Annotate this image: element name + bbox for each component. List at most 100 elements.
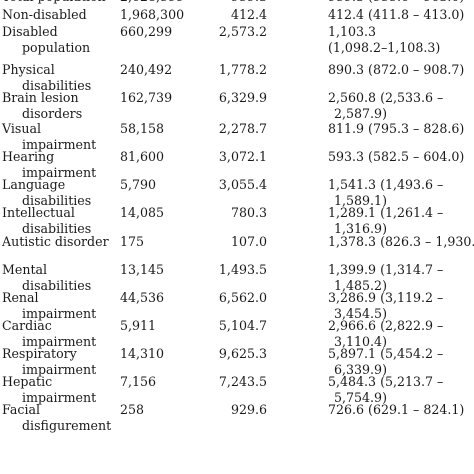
table-row: Physical disabilities 240,492 1,778.2 890.3 … — [0, 62, 474, 93]
group-label: impairment — [22, 361, 97, 377]
standardized-rate-text: 1,541.3 (1,493.6 – — [328, 177, 444, 192]
group-label: Cardiac — [2, 318, 52, 333]
standardized-rate-cell: 2,966.6 (2,822.9 –3,110.4) — [328, 318, 443, 349]
standardized-rate-cell: 412.4 (411.8 – 413.0) — [328, 7, 464, 23]
standardized-rate-text: 5,897.1 (5,454.2 – — [328, 346, 444, 361]
group-label: Respiratory — [2, 346, 77, 361]
group-label: disorders — [22, 105, 83, 121]
crude-rate-cell: 3,072.1 — [218, 149, 267, 164]
group-label: Facial — [2, 402, 41, 417]
standardized-rate-cell: 593.3 (582.5 – 604.0) — [328, 149, 464, 165]
standardized-rate-text: 2,587.9) — [334, 105, 387, 121]
standardized-rate-text: 1,589.1) — [334, 192, 387, 208]
table-row: Intellectual disabilities 14,085 780.3 1,289… — [0, 205, 474, 236]
group-label: disabilities — [22, 220, 92, 236]
group-cell: Brain lesion disorders — [2, 90, 120, 121]
group-label: Intellectual — [2, 205, 75, 220]
count-cell: 14,310 — [120, 346, 165, 361]
crude-rate-cell: 6,329.9 — [218, 90, 267, 105]
count-cell: 44,536 — [120, 290, 165, 305]
group-label: impairment — [22, 305, 97, 321]
table-row: Language disabilities 5,790 3,055.4 1,541.3 … — [0, 177, 474, 208]
count-cell: 240,492 — [120, 62, 173, 77]
standardized-rate-text: 1,399.9 (1,314.7 – — [328, 262, 444, 277]
count-cell: 7,156 — [120, 374, 157, 389]
standardized-rate-text: (1,098.2–1,108.3) — [328, 39, 441, 55]
count-cell: 81,600 — [120, 149, 165, 164]
standardized-rate-cell: 1,541.3 (1,493.6 –1,589.1) — [328, 177, 443, 208]
group-label: Total population — [2, 0, 120, 5]
standardized-rate-text: 5,484.3 (5,213.7 – — [328, 374, 444, 389]
group-label: impairment — [22, 164, 97, 180]
table-row: Hepatic impairment 7,156 7,243.5 5,484.3 (5,… — [0, 374, 474, 405]
standardized-rate-cell: 3,286.9 (3,119.2 –3,454.5) — [328, 290, 443, 321]
group-cell: Mental disabilities — [2, 262, 120, 293]
group-label: Autistic disorder — [2, 234, 109, 249]
crude-rate-cell: 9,625.3 — [218, 346, 267, 361]
group-cell: Hearing impairment — [2, 149, 120, 180]
group-cell: Renal impairment — [2, 290, 120, 321]
group-cell: Visual impairment — [2, 121, 120, 152]
group-label: Non-disabled — [2, 7, 87, 22]
count-cell: 175 — [120, 234, 145, 249]
group-label: Mental — [2, 262, 48, 277]
standardized-rate-cell: 726.6 (629.1 – 824.1) — [328, 402, 464, 418]
standardized-rate-text: 811.9 (795.3 – 828.6) — [328, 121, 465, 136]
standardized-rate-cell: 959.3 (955.6 – 963.0) — [328, 0, 464, 5]
count-cell: 1,968,300 — [120, 7, 185, 22]
standardized-rate-text: 593.3 (582.5 – 604.0) — [328, 149, 465, 164]
standardized-rate-cell: 1,289.1 (1,261.4 –1,316.9) — [328, 205, 443, 236]
data-table: Total population2,628,599 959.3 959.3 (955… — [0, 0, 474, 433]
standardized-rate-cell: 890.3 (872.0 – 908.7) — [328, 62, 464, 78]
group-label: Physical — [2, 62, 55, 77]
crude-rate-cell: 3,055.4 — [218, 177, 267, 192]
standardized-rate-text: 412.4 (411.8 – 413.0) — [328, 7, 465, 22]
standardized-rate-text: 1,103.3 — [328, 24, 377, 39]
group-label: Disabled — [2, 24, 58, 39]
table-row: Renal impairment 44,536 6,562.0 3,286.9 (3,1… — [0, 290, 474, 321]
standardized-rate-cell: 1,399.9 (1,314.7 –1,485.2) — [328, 262, 443, 293]
crude-rate-cell: 1,778.2 — [218, 62, 267, 77]
count-cell: 258 — [120, 402, 145, 417]
standardized-rate-cell: 1,103.3 (1,098.2–1,108.3) — [328, 24, 440, 55]
table-row: Brain lesion disorders 162,739 6,329.9 2,560… — [0, 90, 474, 121]
crude-rate-cell: 2,278.7 — [218, 121, 267, 136]
count-cell: 58,158 — [120, 121, 165, 136]
group-label: Hepatic — [2, 374, 53, 389]
standardized-rate-text: 6,339.9) — [334, 361, 387, 377]
group-label: impairment — [22, 136, 97, 152]
standardized-rate-text: 5,754.9) — [334, 389, 387, 405]
crude-rate-cell: 7,243.5 — [218, 374, 267, 389]
standardized-rate-cell: 811.9 (795.3 – 828.6) — [328, 121, 464, 137]
crude-rate-cell: 959.3 — [205, 0, 267, 5]
count-cell: 14,085 — [120, 205, 165, 220]
standardized-rate-text: 3,286.9 (3,119.2 – — [328, 290, 444, 305]
count-cell: 5,790 — [120, 177, 157, 192]
count-cell: 13,145 — [120, 262, 165, 277]
crude-rate-cell: 107.0 — [230, 234, 267, 249]
group-label: Renal — [2, 290, 39, 305]
group-label: Hearing — [2, 149, 55, 164]
group-label: Visual — [2, 121, 42, 136]
table-row: Visual impairment 58,158 2,278.7 811.9 (795.… — [0, 121, 474, 152]
group-cell: Total population — [2, 0, 120, 5]
table-row: Non-disabled 1,968,300 412.4 412.4 (411.8 –… — [0, 7, 474, 24]
standardized-rate-text: 959.3 (955.6 – 963.0) — [328, 0, 464, 5]
standardized-rate-text: 1,316.9) — [334, 220, 387, 236]
table-row: Facial disfigurement 258 929.6 726.6 (629.1 … — [0, 402, 474, 433]
table-row: Total population2,628,599 959.3 959.3 (955… — [0, 0, 474, 7]
group-label: impairment — [22, 389, 97, 405]
crude-rate-cell: 5,104.7 — [218, 318, 267, 333]
group-cell: Respiratory impairment — [2, 346, 120, 377]
crude-rate-cell: 6,562.0 — [218, 290, 267, 305]
group-label: disfigurement — [22, 417, 112, 433]
table-row: Disabled population 660,299 2,573.2 1,103.3(… — [0, 24, 474, 62]
standardized-rate-text: 1,378.3 (826.3 – 1,930.3) — [328, 234, 474, 249]
standardized-rate-text: 3,454.5) — [334, 305, 387, 321]
group-cell: Facial disfigurement — [2, 402, 120, 433]
standardized-rate-text: 726.6 (629.1 – 824.1) — [328, 402, 465, 417]
group-label: Brain lesion — [2, 90, 79, 105]
standardized-rate-text: 1,485.2) — [334, 277, 387, 293]
standardized-rate-text: 2,560.8 (2,533.6 – — [328, 90, 444, 105]
table-row: Mental disabilities 13,145 1,493.5 1,399.9 (… — [0, 262, 474, 293]
